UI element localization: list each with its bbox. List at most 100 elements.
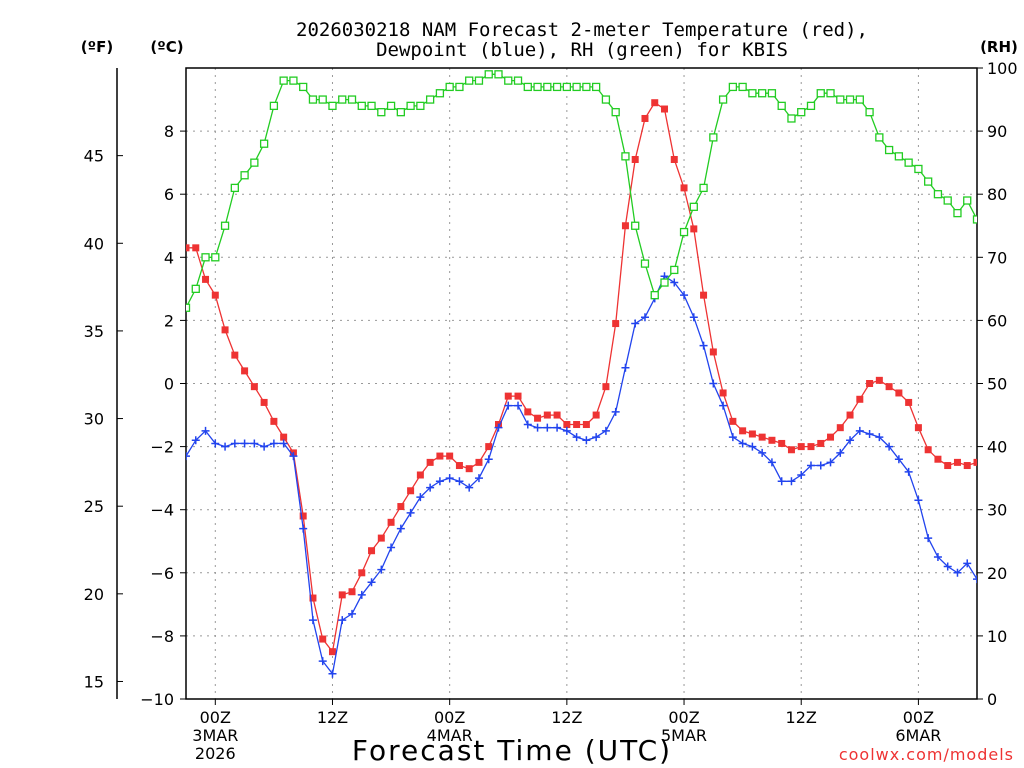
dewpoint-point xyxy=(846,436,855,445)
temperature-point xyxy=(221,326,229,334)
temperature-point xyxy=(836,424,844,432)
dewpoint-point xyxy=(523,420,532,429)
temperature-point xyxy=(455,462,463,470)
dewpoint-point xyxy=(279,439,288,448)
dewpoint-point xyxy=(728,433,737,442)
celsius-axis: −10 −8 −6 −4 −2 0 2 4 6 8 xyxy=(140,122,186,709)
temperature-point xyxy=(719,389,727,397)
dewpoint-point xyxy=(484,455,493,464)
dewpoint-point xyxy=(435,477,444,486)
rh-point xyxy=(699,183,708,193)
rh-point xyxy=(660,278,669,287)
rh-point xyxy=(377,108,386,117)
rh-tick-label: 80 xyxy=(987,185,1007,204)
temperature-point xyxy=(358,569,366,577)
chart-title-line2: Dewpoint (blue), RH (green) for KBIS xyxy=(376,39,788,61)
temperature-point xyxy=(280,433,288,441)
dewpoint-point xyxy=(474,474,483,483)
date-label: 6MAR xyxy=(895,726,941,745)
rh-point xyxy=(670,265,679,275)
temperature-point xyxy=(319,635,327,643)
dewpoint-point xyxy=(494,423,503,432)
temperature-point xyxy=(475,458,483,466)
temperature-point xyxy=(612,320,620,328)
celsius-tick-label: 6 xyxy=(164,185,174,204)
temperature-point xyxy=(700,291,708,299)
temperature-point xyxy=(592,411,600,419)
rh-point xyxy=(191,284,200,294)
temperature-point xyxy=(914,424,922,432)
dewpoint-point xyxy=(640,313,649,322)
temperature-point xyxy=(260,398,268,406)
rh-point xyxy=(933,190,943,199)
dewpoint-point xyxy=(836,448,845,457)
temperature-point xyxy=(338,591,346,599)
dewpoint-point xyxy=(816,461,825,470)
rh-tick-label: 60 xyxy=(987,311,1007,330)
temperature-point xyxy=(348,588,356,596)
fahrenheit-tick-label: 15 xyxy=(84,672,104,691)
rh-point xyxy=(748,89,757,98)
rh-point xyxy=(758,89,767,98)
temperature-point xyxy=(758,433,766,441)
temperature-point xyxy=(963,462,971,470)
temperature-point xyxy=(934,455,942,463)
dewpoint-point xyxy=(153,544,161,552)
temperature-point xyxy=(387,518,395,526)
rh-point xyxy=(201,253,210,262)
celsius-tick-label: 2 xyxy=(164,311,174,330)
dewpoint-point xyxy=(299,524,308,533)
temperature-point xyxy=(895,389,903,397)
rh-point xyxy=(777,101,786,111)
chart-title-line1: 2026030218 NAM Forecast 2-meter Temperat… xyxy=(296,19,868,41)
rh-point xyxy=(186,303,191,312)
dewpoint-point xyxy=(250,439,259,448)
rh-point xyxy=(250,158,259,167)
dewpoint-point xyxy=(186,452,190,461)
temperature-point xyxy=(631,155,639,163)
rh-point xyxy=(504,76,513,85)
rh-point xyxy=(279,76,288,85)
rh-point xyxy=(826,89,835,98)
rh-point xyxy=(465,76,474,85)
dewpoint-point xyxy=(533,423,542,432)
rh-point xyxy=(728,82,738,92)
celsius-unit-label: (ºC) xyxy=(150,38,183,56)
temperature-point xyxy=(729,417,737,425)
dewpoint-point xyxy=(377,565,386,574)
temperature-point xyxy=(797,443,805,451)
rh-tick-label: 90 xyxy=(987,122,1007,141)
temperature-point xyxy=(534,414,542,422)
celsius-tick-label: 4 xyxy=(164,248,174,267)
dewpoint-point xyxy=(631,319,640,328)
dewpoint-point xyxy=(767,458,776,467)
temperature-point xyxy=(250,383,258,391)
rh-point xyxy=(601,95,611,104)
rh-point xyxy=(582,82,591,92)
dewpoint-point xyxy=(611,407,620,416)
temperature-point xyxy=(270,417,278,425)
dewpoint-point xyxy=(416,493,425,502)
dewpoint-point xyxy=(465,483,474,492)
dewpoint-point xyxy=(543,423,552,432)
rh-point xyxy=(963,196,972,205)
rh-point xyxy=(220,221,230,230)
time-tick-label: 00Z xyxy=(668,708,699,727)
dewpoint-point xyxy=(719,401,728,410)
rh-point xyxy=(679,227,689,237)
rh-point xyxy=(328,101,337,111)
series-layer xyxy=(153,70,977,678)
temperature-point xyxy=(504,392,512,400)
dewpoint-point xyxy=(865,429,874,438)
rh-point xyxy=(904,158,913,167)
dewpoint-point xyxy=(572,433,581,442)
dewpoint-point xyxy=(689,313,698,322)
rh-point xyxy=(240,171,249,180)
rh-point xyxy=(494,70,503,79)
dewpoint-point xyxy=(328,669,337,678)
series-dewpoint xyxy=(153,272,977,678)
dewpoint-point xyxy=(445,474,454,483)
dewpoint-point xyxy=(289,452,298,461)
temperature-point xyxy=(186,244,190,252)
rh-point xyxy=(562,82,572,92)
